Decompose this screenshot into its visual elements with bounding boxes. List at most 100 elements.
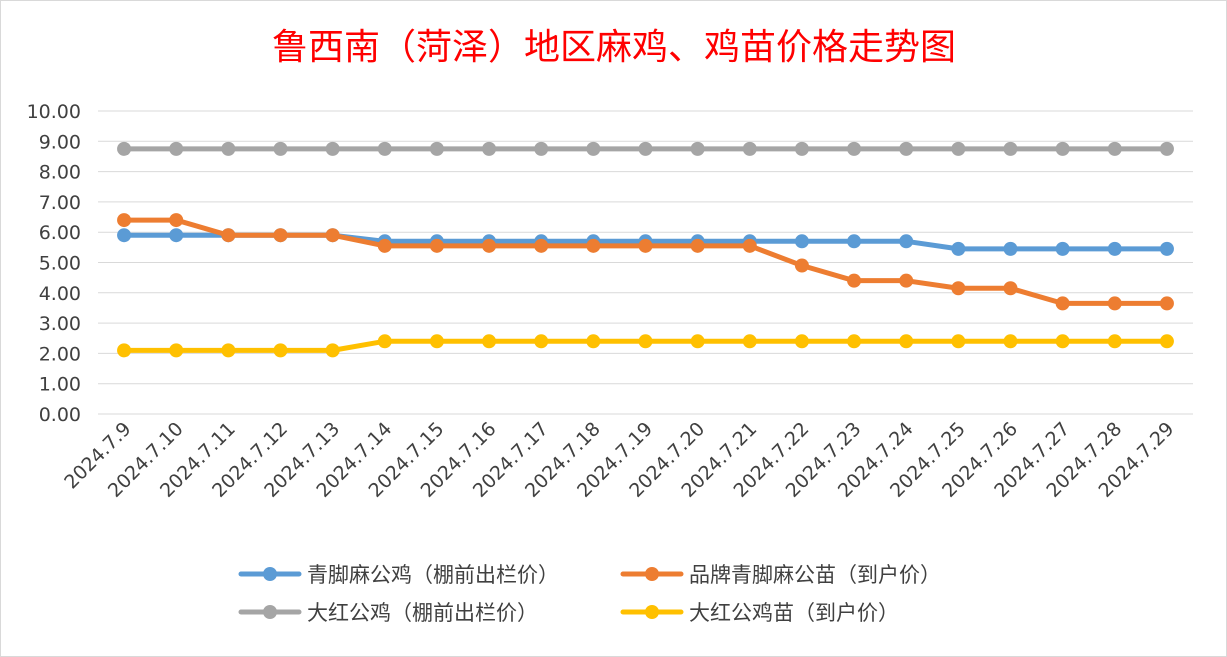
data-point [1107,241,1122,256]
data-point [1159,141,1174,156]
data-point [951,334,966,349]
data-point [899,334,914,349]
data-point [794,334,809,349]
legend-swatch-marker [645,605,659,619]
data-point [638,141,653,156]
data-point [1055,141,1070,156]
legend-label: 品牌青脚麻公苗（到户价） [689,563,941,587]
series-group [117,141,1174,358]
data-point [377,334,392,349]
y-tick-label: 4.00 [39,283,81,305]
data-point [899,141,914,156]
y-tick-label: 2.00 [39,343,81,365]
y-tick-label: 3.00 [39,313,81,335]
data-point [638,238,653,253]
data-point [482,238,497,253]
legend: 青脚麻公鸡（棚前出栏价） 品牌青脚麻公苗（到户价） 大红公鸡（棚前出栏价） 大红公鸡苗… [238,563,941,625]
data-point [1003,334,1018,349]
data-point [1003,141,1018,156]
data-point [169,141,184,156]
data-point [117,228,132,243]
data-point [690,238,705,253]
data-point [534,334,549,349]
data-point [325,228,340,243]
data-point [1159,241,1174,256]
data-point [221,228,236,243]
data-point [117,213,132,228]
data-point [273,141,288,156]
data-point [742,141,757,156]
data-point [1003,241,1018,256]
legend-swatch-marker [645,567,659,581]
data-point [169,213,184,228]
data-point [794,234,809,249]
y-tick-label: 10.00 [27,101,81,123]
data-point [377,238,392,253]
data-point [1107,334,1122,349]
data-point [534,238,549,253]
data-point [325,141,340,156]
series-4 [117,334,1174,358]
data-point [429,238,444,253]
data-point [429,334,444,349]
legend-swatch-marker [263,567,277,581]
data-point [951,241,966,256]
legend-label: 青脚麻公鸡（棚前出栏价） [307,563,559,587]
legend-item: 大红公鸡苗（到户价） [620,601,899,625]
data-point [899,273,914,288]
data-point [586,238,601,253]
data-point [482,334,497,349]
data-point [742,334,757,349]
legend-swatch-marker [263,605,277,619]
data-point [1159,334,1174,349]
data-point [221,141,236,156]
data-point [794,258,809,273]
data-point [586,334,601,349]
series-2 [117,213,1174,311]
y-tick-label: 6.00 [39,222,81,244]
data-point [1055,296,1070,311]
data-point [847,234,862,249]
data-point [1055,334,1070,349]
data-point [377,141,392,156]
legend-item: 青脚麻公鸡（棚前出栏价） [238,563,559,587]
data-point [794,141,809,156]
y-tick-label: 8.00 [39,162,81,184]
legend-label: 大红公鸡（棚前出栏价） [307,601,538,625]
data-point [690,141,705,156]
data-point [325,343,340,358]
data-point [690,334,705,349]
x-axis-ticks: 2024.7.92024.7.102024.7.112024.7.122024.… [60,418,1178,502]
data-point [117,343,132,358]
data-point [221,343,236,358]
data-point [169,343,184,358]
data-point [847,273,862,288]
y-tick-label: 7.00 [39,192,81,214]
data-point [1159,296,1174,311]
y-tick-label: 1.00 [39,374,81,396]
data-point [1055,241,1070,256]
series-3 [117,141,1174,156]
data-point [117,141,132,156]
data-point [951,141,966,156]
data-point [1003,281,1018,296]
data-point [1107,296,1122,311]
y-axis-ticks: 0.00 1.00 2.00 3.00 4.00 5.00 6.00 7.00 8.00 9.00… [27,101,81,426]
data-point [429,141,444,156]
data-point [1107,141,1122,156]
legend-label: 大红公鸡苗（到户价） [689,601,899,625]
y-tick-label: 5.00 [39,253,81,275]
data-point [169,228,184,243]
chart-title: 鲁西南（菏泽）地区麻鸡、鸡苗价格走势图 [272,27,956,68]
data-point [273,228,288,243]
data-point [847,334,862,349]
data-point [273,343,288,358]
data-point [534,141,549,156]
data-point [482,141,497,156]
data-point [951,281,966,296]
y-tick-label: 0.00 [39,404,81,426]
data-point [586,141,601,156]
y-tick-label: 9.00 [39,131,81,153]
